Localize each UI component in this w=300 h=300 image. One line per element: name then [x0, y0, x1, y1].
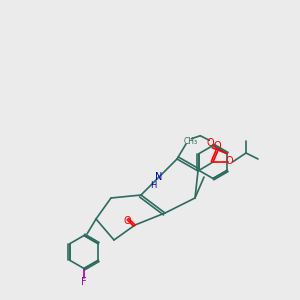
- Text: O: O: [226, 155, 233, 166]
- Text: F: F: [81, 277, 87, 287]
- Text: N: N: [155, 172, 163, 182]
- Text: CH₃: CH₃: [183, 136, 198, 146]
- Text: H: H: [150, 182, 156, 190]
- Text: O: O: [214, 140, 221, 151]
- Text: O: O: [124, 215, 131, 226]
- Text: O: O: [207, 138, 214, 148]
